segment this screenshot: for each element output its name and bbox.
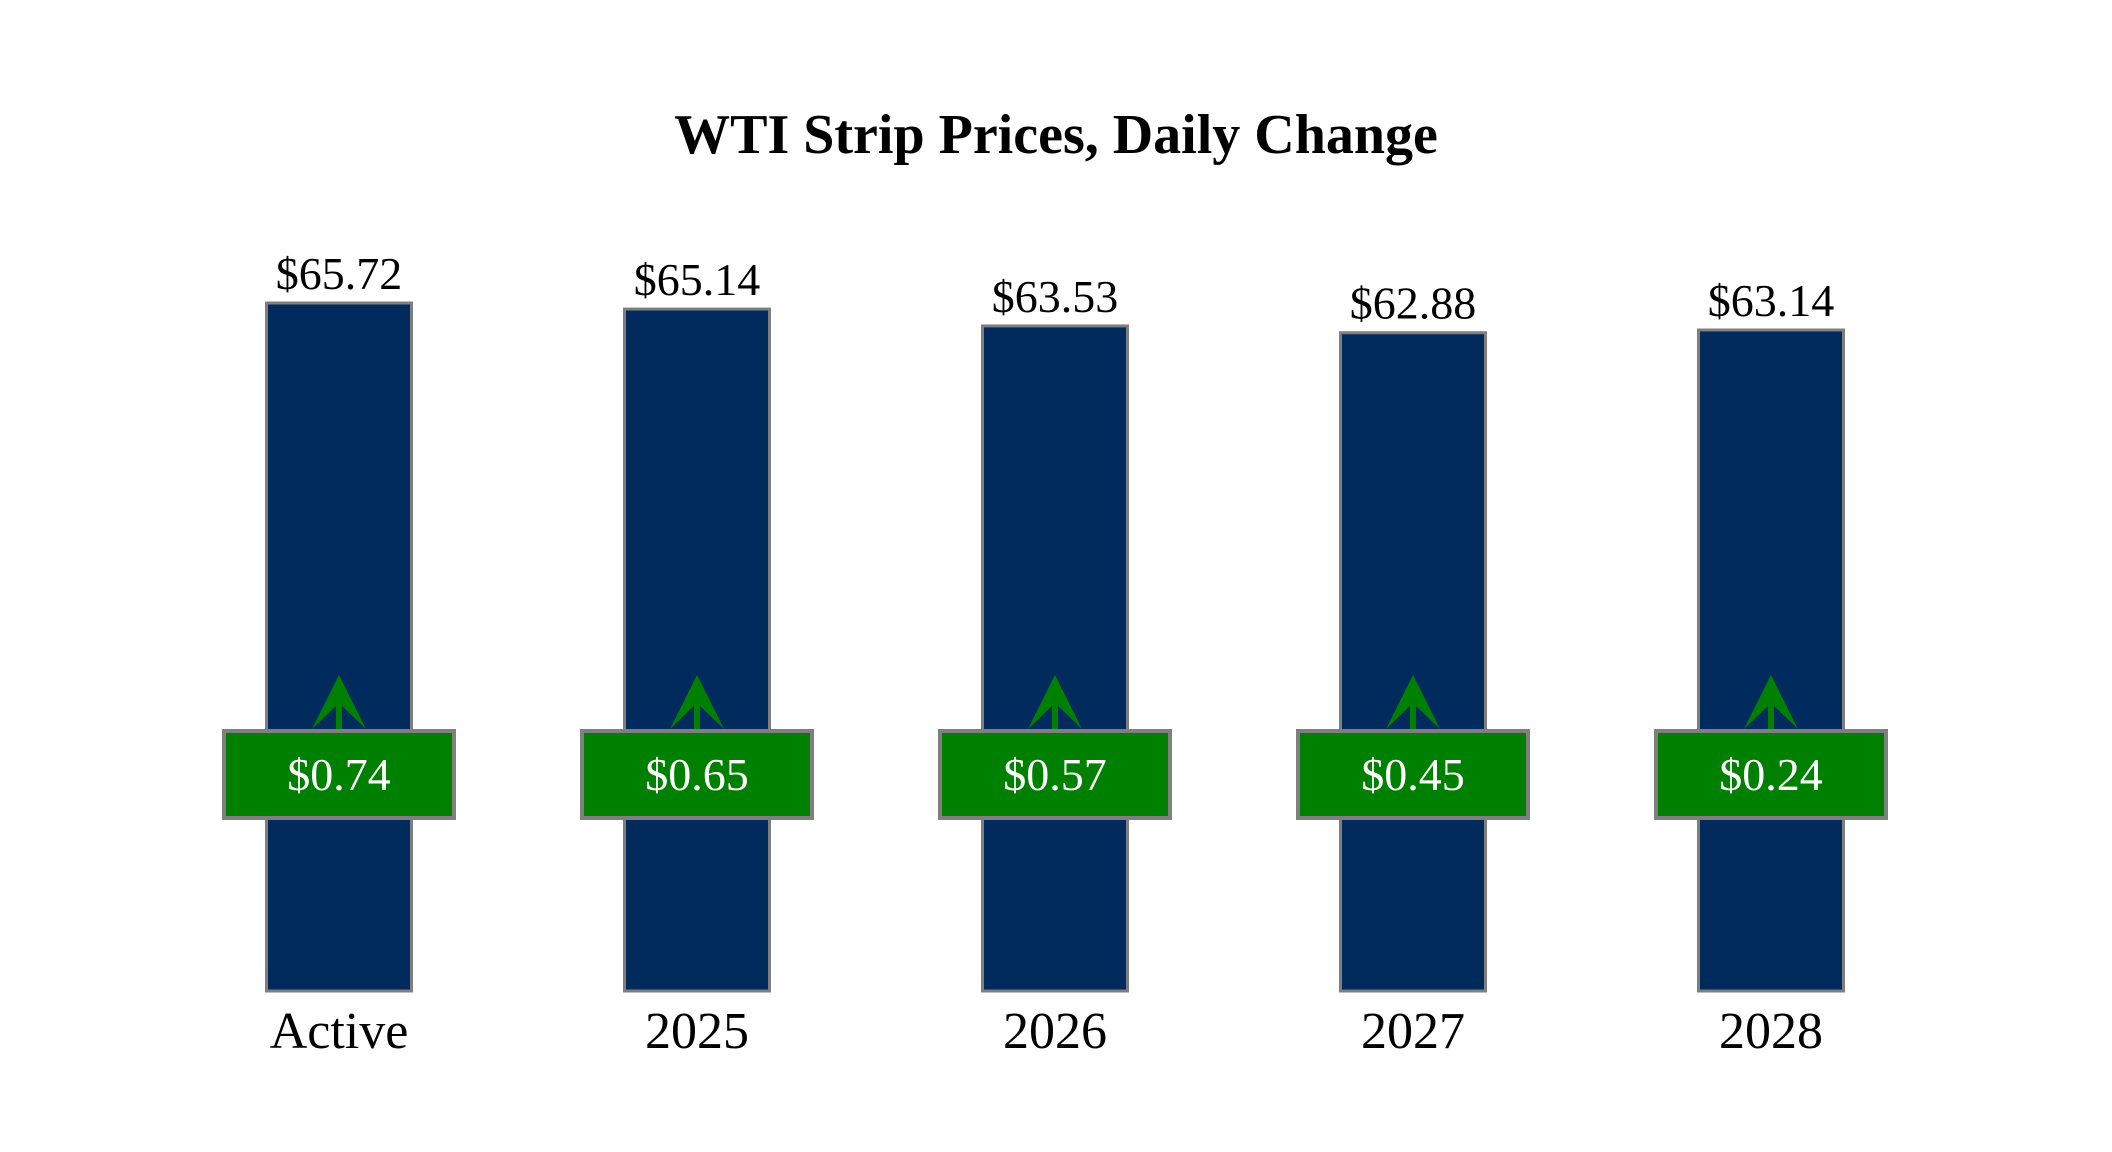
change-label: $0.74 [287, 749, 391, 800]
bar-value-label: $62.88 [1350, 278, 1477, 329]
bar-value-label: $65.14 [634, 254, 761, 305]
change-label: $0.65 [645, 749, 749, 800]
arrow-up-icon [1744, 675, 1798, 729]
arrow-up-icon [670, 675, 724, 729]
change-box [222, 729, 456, 820]
change-label: $0.24 [1719, 749, 1823, 800]
change-box [1654, 729, 1888, 820]
x-tick-label: Active [270, 1003, 409, 1060]
change-label: $0.57 [1003, 749, 1107, 800]
change-label: $0.45 [1361, 749, 1465, 800]
arrow-up-icon [312, 675, 366, 729]
change-box [938, 729, 1172, 820]
bar [623, 307, 771, 993]
change-box [580, 729, 814, 820]
bar-value-label: $63.53 [992, 271, 1119, 322]
x-tick-label: 2025 [645, 1003, 749, 1060]
bar-value-label: $63.14 [1708, 275, 1835, 326]
chart-title: WTI Strip Prices, Daily Change [674, 104, 1438, 166]
bar [265, 301, 413, 993]
x-tick-label: 2027 [1361, 1003, 1465, 1060]
change-box [1296, 729, 1530, 820]
bar-value-label: $65.72 [276, 248, 403, 299]
bar [1697, 328, 1845, 993]
bar [1339, 331, 1487, 993]
arrow-up-icon [1028, 675, 1082, 729]
x-tick-label: 2028 [1719, 1003, 1823, 1060]
bar [981, 324, 1129, 993]
x-tick-label: 2026 [1003, 1003, 1107, 1060]
arrow-up-icon [1386, 675, 1440, 729]
